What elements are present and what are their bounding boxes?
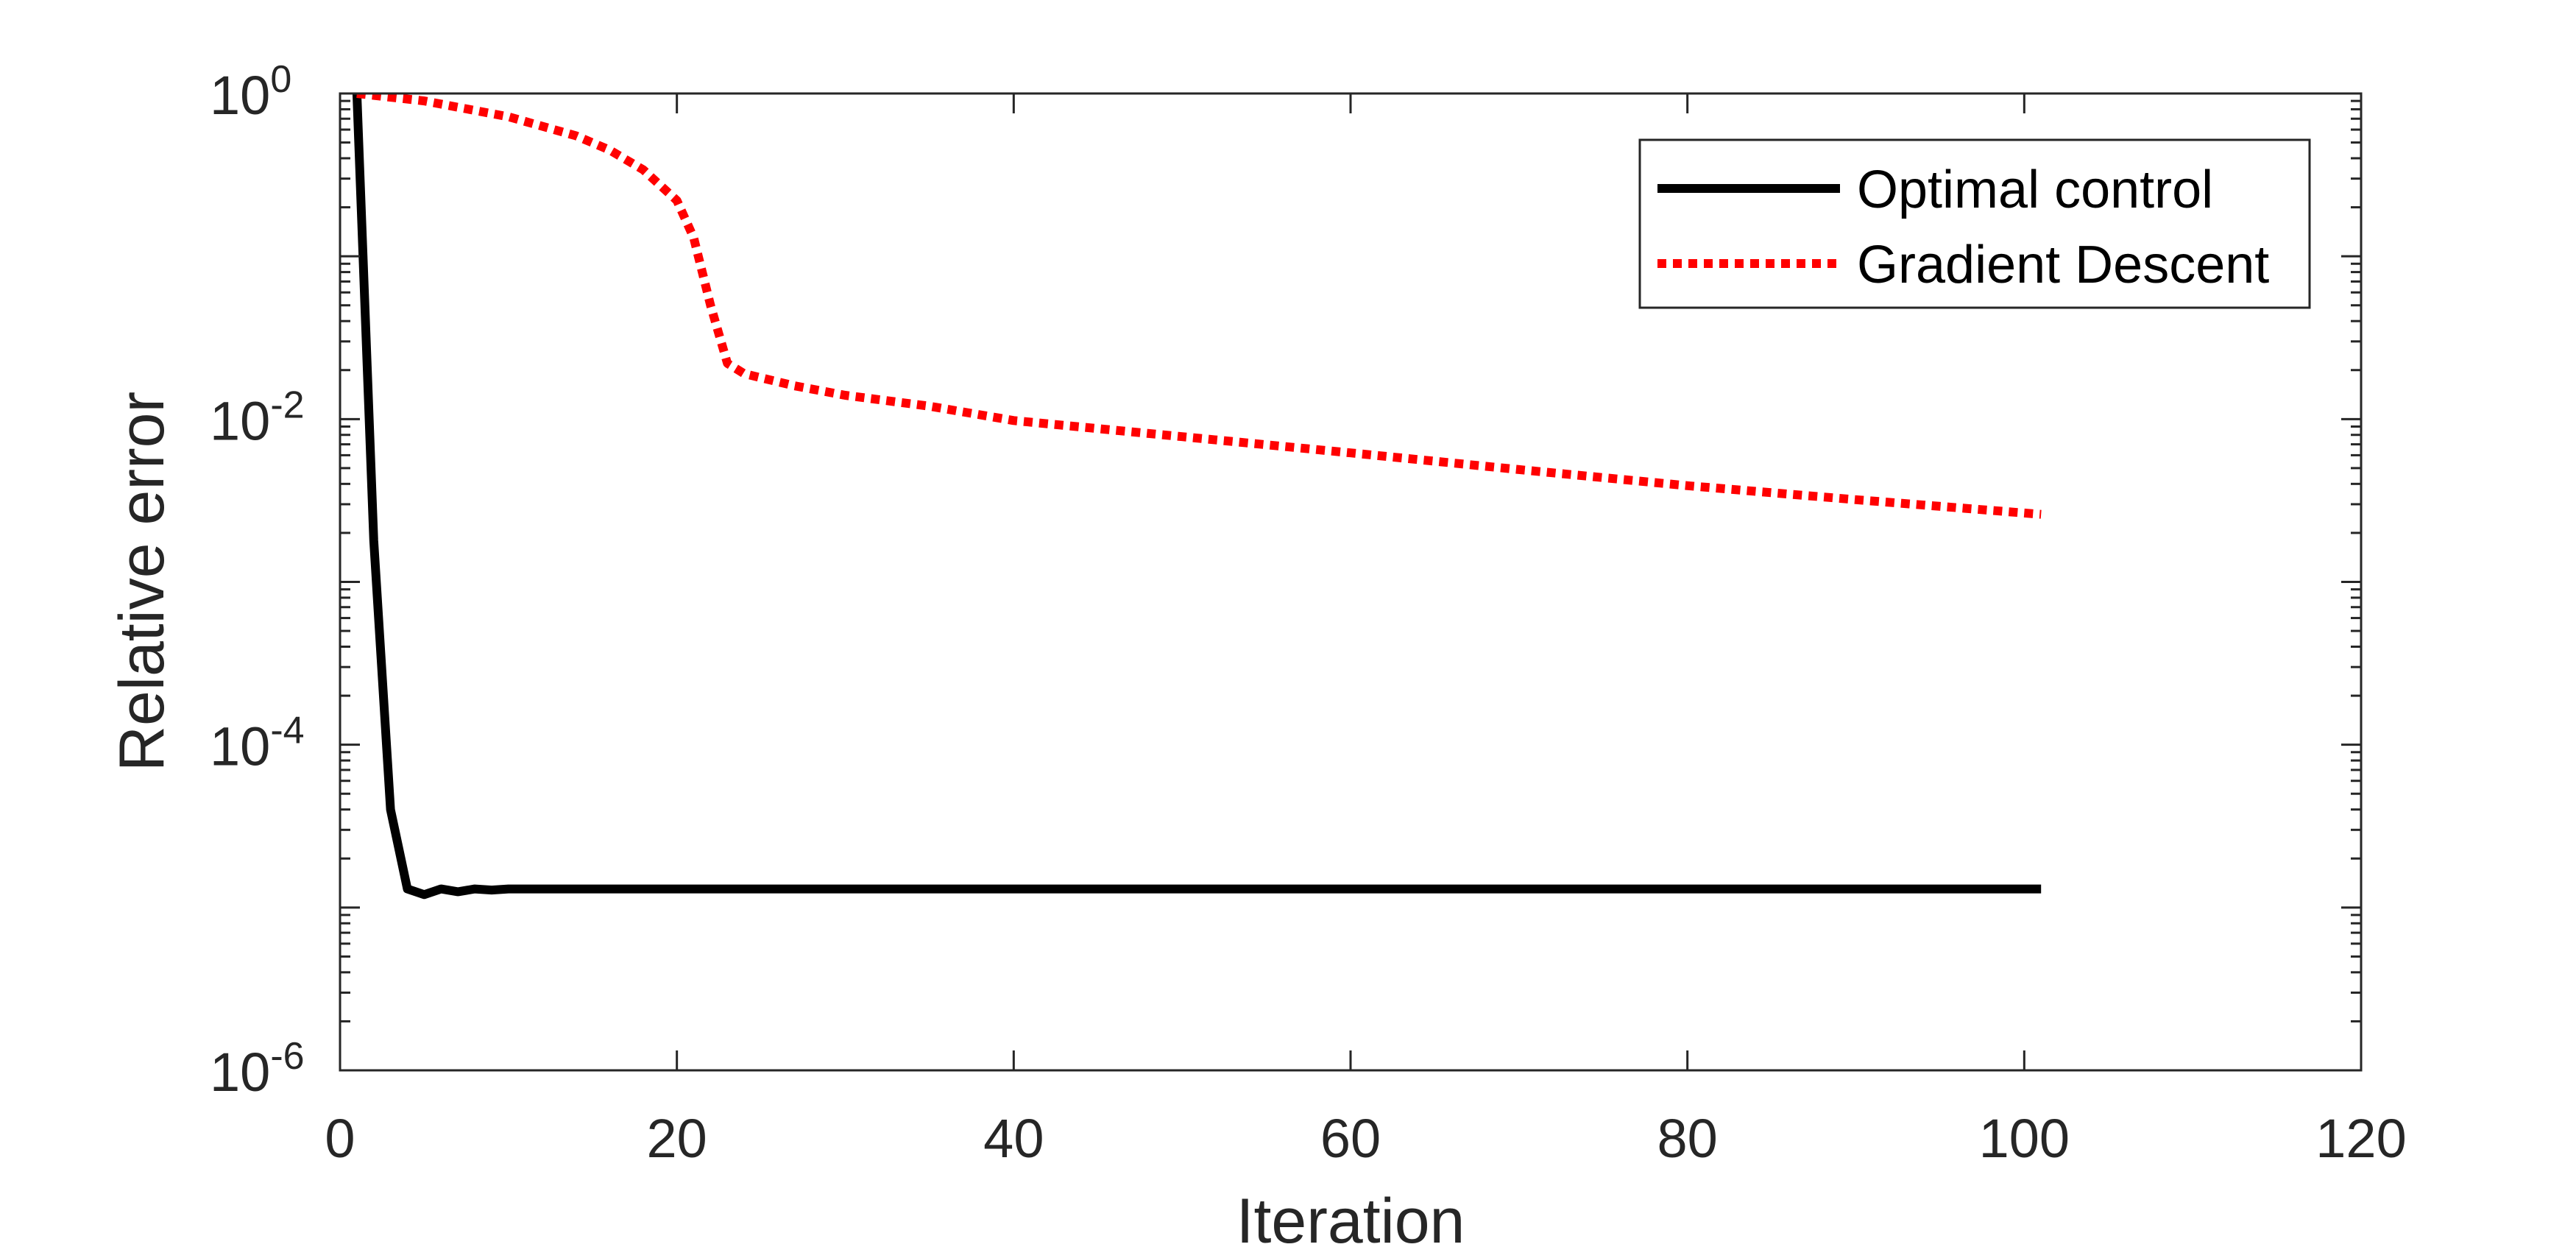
series-line-optimal-control: [352, 93, 2042, 900]
x-tick-label: 60: [1320, 1108, 1381, 1169]
x-tick-label: 80: [1657, 1108, 1718, 1169]
legend: Optimal control Gradient Descent: [1638, 138, 2311, 309]
plot-frame: [339, 92, 2363, 1072]
y-tick-label: 10-2: [210, 384, 305, 451]
x-tick-label: 120: [2315, 1108, 2406, 1169]
x-tick-label: 100: [1979, 1108, 2070, 1169]
x-axis-label: Iteration: [1236, 1186, 1465, 1247]
x-tick-label: 40: [983, 1108, 1044, 1169]
series-line-gradient-descent: [356, 93, 2042, 519]
y-axis-label: Relative error: [107, 392, 177, 771]
legend-label-gradient-descent: Gradient Descent: [1857, 236, 2269, 294]
x-tick-label: 20: [647, 1108, 707, 1169]
y-tick-label: 100: [210, 58, 291, 126]
legend-box: [1638, 138, 2311, 309]
x-tick-label: 0: [325, 1108, 355, 1169]
legend-label-optimal-control: Optimal control: [1857, 160, 2213, 219]
y-tick-label: 10-6: [210, 1035, 305, 1103]
y-tick-label: 10-4: [210, 710, 305, 777]
